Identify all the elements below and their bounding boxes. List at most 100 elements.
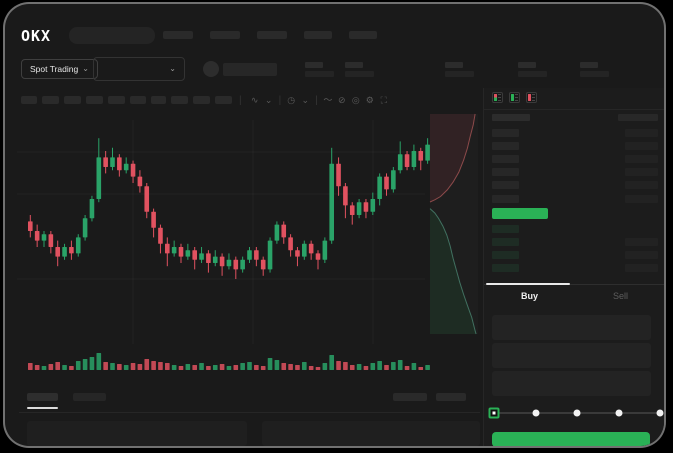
orderbook-row[interactable] <box>484 152 664 165</box>
settings-icon[interactable]: ⚙ <box>365 95 374 105</box>
orderbook-row[interactable] <box>484 235 664 248</box>
skeleton-block[interactable] <box>64 96 81 104</box>
amount-cell <box>625 237 658 246</box>
price-cell <box>492 181 519 190</box>
skeleton-block[interactable] <box>86 96 103 104</box>
buy-sell-tabs: Buy Sell <box>484 283 664 307</box>
orderbook-bids <box>484 222 664 275</box>
amount-cell <box>625 250 658 259</box>
last-price-badge[interactable] <box>492 208 548 219</box>
ruler-icon[interactable]: ⊘ <box>338 95 346 105</box>
bottom-tab-active[interactable] <box>27 393 58 401</box>
skeleton-block[interactable] <box>210 31 240 39</box>
active-tab-indicator <box>486 283 570 285</box>
candlestick-chart[interactable] <box>17 112 481 374</box>
skeleton-block[interactable] <box>304 31 332 39</box>
divider: | <box>315 94 318 106</box>
chevron-down-icon: ⌄ <box>82 64 89 73</box>
ticker-stat <box>345 62 374 77</box>
slider-stop[interactable] <box>656 409 664 417</box>
skeleton-block[interactable] <box>349 31 377 39</box>
bottom-left-panel <box>27 421 247 446</box>
chevron-down-icon[interactable]: ⌄ <box>264 95 273 105</box>
amount-column-header <box>618 114 658 121</box>
skeleton-block[interactable] <box>215 96 232 104</box>
skeleton-block[interactable] <box>163 31 193 39</box>
amount-cell <box>625 141 658 150</box>
tab-sell[interactable]: Sell <box>612 291 628 301</box>
bottom-tab[interactable] <box>73 393 106 401</box>
amount-cell <box>625 168 658 177</box>
skeleton-block[interactable] <box>171 96 188 104</box>
total-input[interactable] <box>492 371 651 396</box>
price-cell <box>492 264 519 273</box>
skeleton-block[interactable] <box>151 96 166 104</box>
nav-items <box>163 31 377 39</box>
slider-stop[interactable] <box>573 409 581 417</box>
slider-stop[interactable] <box>488 407 500 419</box>
orderbook-layout-all-icon[interactable] <box>492 92 503 103</box>
market-type-dropdown[interactable]: Spot Trading ⌄ <box>21 59 98 79</box>
slider-stop[interactable] <box>615 409 622 417</box>
price-cell <box>492 237 519 246</box>
orderbook-row[interactable] <box>484 248 664 261</box>
top-nav: OKX <box>5 4 664 52</box>
buy-submit-button[interactable] <box>492 432 650 446</box>
amount-cell <box>625 154 658 163</box>
indicator-icon[interactable]: ◷ <box>287 95 296 105</box>
candle-type-icon[interactable]: ∿ <box>250 95 259 105</box>
bottom-action-skeleton[interactable] <box>393 393 427 401</box>
fullscreen-icon[interactable]: ⛶ <box>380 95 387 105</box>
divider: | <box>239 94 242 106</box>
bottom-action-skeleton[interactable] <box>436 393 466 401</box>
tab-buy[interactable]: Buy <box>520 291 538 301</box>
slider-stop[interactable] <box>532 409 539 417</box>
chevron-down-icon[interactable]: ⌄ <box>301 95 309 105</box>
amount-slider[interactable] <box>488 406 664 420</box>
skeleton-block[interactable] <box>257 31 287 39</box>
chart-toolbar-icons: ∿ ⌄ | ◷ ⌄ | 〜 ⊘ ◎ ⚙ ⛶ <box>249 94 390 106</box>
timeframe-buttons <box>21 96 232 104</box>
skeleton-block[interactable] <box>193 96 210 104</box>
price-cell <box>492 224 519 233</box>
search-input[interactable] <box>69 27 155 44</box>
skeleton-block[interactable] <box>108 96 125 104</box>
line-tool-icon[interactable]: 〜 <box>323 95 333 105</box>
amount-cell <box>625 264 658 273</box>
chevron-down-icon: ⌄ <box>169 64 176 73</box>
amount-cell <box>625 194 658 203</box>
orderbook-view-toggles <box>492 92 537 103</box>
divider <box>484 109 664 110</box>
skeleton-block[interactable] <box>130 96 146 104</box>
orderbook-row[interactable] <box>484 166 664 179</box>
price-cell <box>492 154 519 163</box>
snapshot-icon[interactable]: ◎ <box>351 95 360 105</box>
orderbook-row[interactable] <box>484 262 664 275</box>
orderbook-row[interactable] <box>484 179 664 192</box>
amount-input[interactable] <box>492 343 651 368</box>
skeleton-block[interactable] <box>42 96 59 104</box>
okx-logo: OKX <box>21 27 52 45</box>
price-input[interactable] <box>492 315 651 340</box>
divider: | <box>278 94 282 106</box>
ticker-stat <box>518 62 547 77</box>
ticker-stat <box>445 62 474 77</box>
orderbook-row[interactable] <box>484 192 664 205</box>
pair-name-skeleton <box>223 63 277 76</box>
amount-cell <box>625 181 658 190</box>
bottom-tab-indicator <box>27 407 58 409</box>
orderbook-row[interactable] <box>484 126 664 139</box>
pair-selector-dropdown[interactable]: ⌄ <box>93 57 185 81</box>
ticker-stat <box>305 62 334 77</box>
orderbook-row[interactable] <box>484 139 664 152</box>
orderbook-layout-bids-icon[interactable] <box>509 92 520 103</box>
price-column-header <box>492 114 530 121</box>
orderbook-layout-asks-icon[interactable] <box>526 92 537 103</box>
app-window: OKX Spot Trading ⌄ ⌄ | ∿ ⌄ | ◷ ⌄ | 〜 ⊘ ◎ ⚙ ⛶ <box>3 2 666 448</box>
amount-cell <box>625 128 658 137</box>
ticker-stat <box>580 62 609 77</box>
skeleton-block[interactable] <box>21 96 37 104</box>
price-cell <box>492 250 519 259</box>
orderbook-row[interactable] <box>484 222 664 235</box>
